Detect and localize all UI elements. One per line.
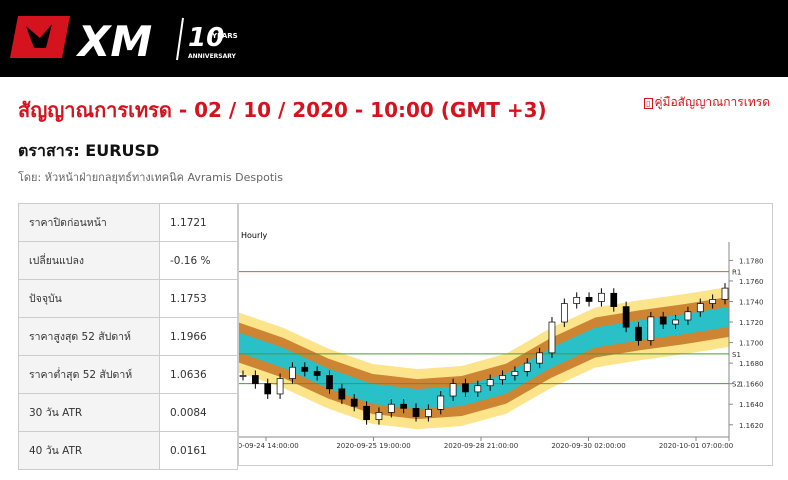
candle-body: [635, 326, 642, 341]
cell-label: ราคาต่ำสุด 52 สัปดาห์: [18, 355, 160, 394]
cell-label: ปัจจุบัน: [18, 279, 160, 318]
x-tick-label: 2020-09-28 21:00:00: [444, 442, 518, 450]
candle-body: [610, 292, 618, 307]
title: สัญญาณการเทรด - 02 / 10 / 2020 - 10:00 (…: [18, 98, 547, 122]
candle-body: [252, 375, 259, 385]
candle-body: [338, 388, 346, 400]
candle-body: [585, 297, 593, 302]
x-tick-label: 2020-09-25 19:00:00: [336, 442, 410, 450]
anniv-years: YEARS: [211, 32, 238, 40]
cell-value: 1.0636: [159, 355, 238, 394]
candle-body: [560, 303, 568, 323]
table-row: ราคาสูงสุด 52 สัปดาห์ 1.1966: [18, 317, 238, 356]
y-tick-label: 1.1660: [739, 381, 764, 389]
x-tick-label: 20-09-24 14:00:00: [238, 442, 299, 450]
cell-value: 1.1966: [159, 317, 238, 356]
candle-body: [350, 398, 358, 407]
cell-value: 0.0161: [159, 431, 238, 470]
x-tick-label: 2020-10-01 07:00:00: [659, 442, 733, 450]
timeframe: Hourly: [241, 231, 267, 240]
candle-body: [313, 371, 321, 376]
candle-body: [684, 311, 692, 321]
cell-label: 30 วัน ATR: [18, 393, 160, 432]
candle-body: [486, 379, 494, 387]
y-tick-label: 1.1620: [739, 422, 764, 430]
candle-body: [239, 375, 247, 377]
guide-link[interactable]: ▯ คู่มือสัญญาณการเทรด: [644, 95, 771, 109]
candle-body: [721, 287, 729, 300]
cell-value: 1.1721: [159, 203, 238, 242]
candle-body: [363, 405, 370, 420]
candle-body: [412, 407, 420, 417]
candle-body: [573, 297, 581, 304]
candle-body: [672, 319, 679, 325]
anniv-number: 10: [188, 23, 224, 53]
candle-body: [425, 409, 432, 417]
candle-body: [523, 362, 531, 372]
candle-body: [375, 412, 383, 420]
cell-value: 0.0084: [159, 393, 238, 432]
candle-body: [276, 378, 284, 395]
level-label: S1: [732, 351, 741, 359]
y-tick-label: 1.1680: [739, 360, 764, 368]
y-tick-label: 1.1740: [739, 298, 764, 306]
candle-body: [449, 383, 457, 397]
table-row: 40 วัน ATR 0.0161: [18, 431, 238, 470]
candle-body: [289, 366, 296, 379]
candle-body: [400, 403, 408, 409]
candle-body: [709, 299, 716, 304]
cell-label: ราคาปิดก่อนหน้า: [18, 203, 160, 242]
candle-body: [326, 375, 333, 390]
candle-body: [437, 395, 445, 410]
logo[interactable]: XM 10 YEARS ANNIVERSARY: [0, 0, 260, 77]
author: โดย: หัวหน้าฝ่ายกลยุทธ์ทางเทคนิค Avramis…: [18, 171, 283, 184]
candle-body: [647, 316, 655, 341]
y-tick-label: 1.1760: [739, 278, 764, 286]
cell-label: เปลี่ยนแปลง: [18, 241, 160, 280]
candle-body: [264, 383, 272, 395]
chart: Hourly 1.1620 1.1640 1.1660 1.1680 1.1700 1.1…: [238, 203, 773, 466]
x-tick-label: 2020-09-30 02:00:00: [551, 442, 625, 450]
y-tick-label: 1.1780: [739, 257, 764, 265]
level-label: R1: [732, 269, 741, 277]
candle-body: [301, 366, 309, 372]
guide-link-text[interactable]: คู่มือสัญญาณการเทรด: [654, 95, 771, 109]
y-tick-label: 1.1720: [739, 319, 764, 327]
anniv-label: ANNIVERSARY: [188, 53, 237, 60]
candle-body: [387, 403, 395, 413]
candle-body: [659, 316, 667, 325]
candle-body: [474, 385, 482, 393]
header: XM 10 YEARS ANNIVERSARY: [0, 0, 788, 77]
candle-body: [548, 321, 556, 354]
table-row: 30 วัน ATR 0.0084: [18, 393, 238, 432]
cell-label: ราคาสูงสุด 52 สัปดาห์: [18, 317, 160, 356]
candle-body: [598, 292, 605, 302]
candle-body: [462, 383, 469, 393]
table-row: เปลี่ยนแปลง -0.16 %: [18, 241, 238, 280]
y-tick-label: 1.1640: [739, 401, 764, 409]
table-row: ราคาต่ำสุด 52 สัปดาห์ 1.0636: [18, 355, 238, 394]
candle-body: [696, 303, 704, 313]
candle-body: [622, 306, 630, 328]
candle-body: [499, 375, 506, 380]
logo-text: XM: [75, 17, 152, 66]
candle-body: [511, 371, 519, 376]
cell-value: 1.1753: [159, 279, 238, 318]
cell-label: 40 วัน ATR: [18, 431, 160, 470]
instrument: ตราสาร: EURUSD: [18, 141, 160, 160]
cell-value: -0.16 %: [159, 241, 238, 280]
table-row: ราคาปิดก่อนหน้า 1.1721: [18, 203, 238, 242]
candle-body: [536, 352, 543, 364]
table-row: ปัจจุบัน 1.1753: [18, 279, 238, 318]
level-label: S2: [732, 381, 741, 389]
y-tick-label: 1.1700: [739, 340, 764, 348]
stats-table: ราคาปิดก่อนหน้า 1.1721 เปลี่ยนแปลง -0.16 % ป…: [18, 203, 238, 470]
